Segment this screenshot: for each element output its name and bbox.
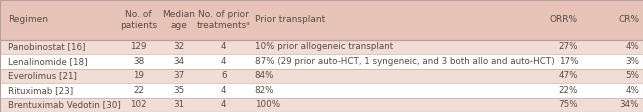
Text: 5%: 5%	[625, 71, 639, 80]
Text: 22: 22	[133, 86, 144, 95]
Text: 4: 4	[221, 57, 226, 66]
Text: 17%: 17%	[559, 57, 578, 66]
Text: 6: 6	[221, 71, 226, 80]
Text: ORR%: ORR%	[550, 15, 578, 24]
Text: 4%: 4%	[625, 42, 639, 52]
Text: CR%: CR%	[618, 15, 639, 24]
Text: Panobinostat [16]: Panobinostat [16]	[8, 42, 86, 52]
Text: 129: 129	[131, 42, 147, 52]
Bar	[0, 69, 643, 83]
Text: 82%: 82%	[255, 86, 274, 95]
Bar	[0, 98, 643, 112]
Text: 100%: 100%	[255, 100, 280, 109]
Text: 35: 35	[173, 86, 185, 95]
Text: 27%: 27%	[559, 42, 578, 52]
Text: Rituximab [23]: Rituximab [23]	[8, 86, 73, 95]
Bar	[0, 40, 643, 54]
Text: 4: 4	[221, 42, 226, 52]
Text: 4%: 4%	[625, 86, 639, 95]
Text: 3%: 3%	[625, 57, 639, 66]
Bar	[0, 0, 643, 40]
Text: Lenalinomide [18]: Lenalinomide [18]	[8, 57, 87, 66]
Text: Regimen: Regimen	[8, 15, 48, 24]
Text: No. of prior
treatmentsᵃ: No. of prior treatmentsᵃ	[197, 10, 251, 30]
Text: 22%: 22%	[559, 86, 578, 95]
Text: Prior transplant: Prior transplant	[255, 15, 325, 24]
Text: 32: 32	[173, 42, 185, 52]
Text: 37: 37	[173, 71, 185, 80]
Text: 38: 38	[133, 57, 144, 66]
Text: 31: 31	[173, 100, 185, 109]
Text: 4: 4	[221, 100, 226, 109]
Text: Brentuximab Vedotin [30]: Brentuximab Vedotin [30]	[8, 100, 121, 109]
Text: 47%: 47%	[559, 71, 578, 80]
Text: 75%: 75%	[558, 100, 578, 109]
Text: 84%: 84%	[255, 71, 274, 80]
Text: Median
age: Median age	[162, 10, 195, 30]
Text: 34%: 34%	[620, 100, 639, 109]
Text: 4: 4	[221, 86, 226, 95]
Text: 102: 102	[131, 100, 147, 109]
Bar	[0, 83, 643, 98]
Text: 10% prior allogeneic transplant: 10% prior allogeneic transplant	[255, 42, 393, 52]
Text: No. of
patients: No. of patients	[120, 10, 157, 30]
Bar	[0, 54, 643, 69]
Text: 34: 34	[173, 57, 185, 66]
Text: 87% (29 prior auto-HCT, 1 syngeneic, and 3 both allo and auto-HCT): 87% (29 prior auto-HCT, 1 syngeneic, and…	[255, 57, 554, 66]
Text: 19: 19	[133, 71, 144, 80]
Text: Everolimus [21]: Everolimus [21]	[8, 71, 77, 80]
